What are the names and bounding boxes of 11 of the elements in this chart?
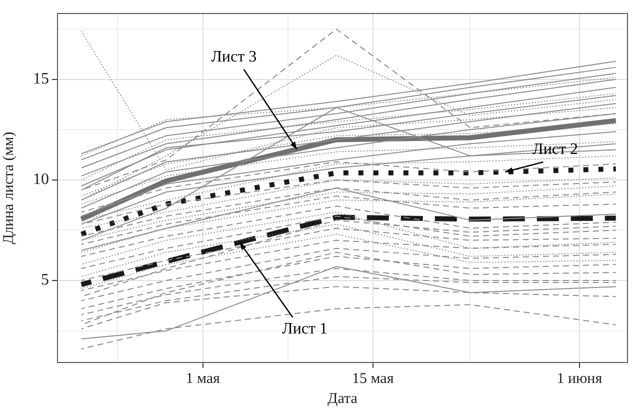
- text: Лист 3: [211, 48, 257, 66]
- x-tick-label: 15 мая: [352, 370, 394, 387]
- series-label: Лист 2: [532, 141, 578, 158]
- x-tick-label: 1 июня: [556, 370, 602, 387]
- y-axis-title: Длина листа (мм): [0, 132, 17, 244]
- x-tick-label: 1 мая: [186, 370, 220, 387]
- y-tick-label: 5: [41, 272, 49, 289]
- x-axis-title: Дата: [328, 390, 358, 407]
- y-tick-label: 10: [33, 171, 49, 188]
- text: Лист 1: [282, 320, 328, 338]
- y-tick-label: 15: [33, 70, 49, 88]
